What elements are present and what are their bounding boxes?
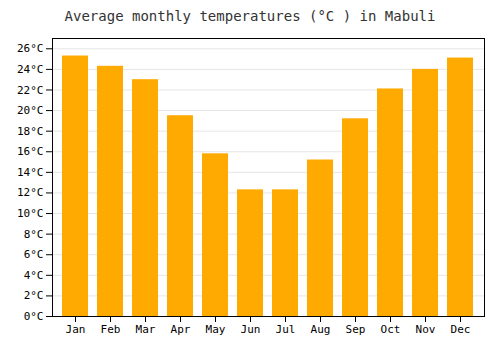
svg-text:18°C: 18°C — [17, 125, 44, 138]
svg-text:Apr: Apr — [171, 323, 191, 336]
svg-text:26°C: 26°C — [17, 42, 44, 55]
svg-text:24°C: 24°C — [17, 63, 44, 76]
svg-text:12°C: 12°C — [17, 186, 44, 199]
html-text:Average monthly temperatures (: Average monthly temperatures (°C ) in Ma… — [64, 8, 436, 24]
svg-text:Jul: Jul — [276, 323, 296, 336]
svg-text:Dec: Dec — [451, 323, 471, 336]
svg-text:Mar: Mar — [136, 323, 156, 336]
svg-text:2°C: 2°C — [24, 289, 44, 302]
svg-text:22°C: 22°C — [17, 84, 44, 97]
svg-text:May: May — [206, 323, 226, 336]
svg-text:Jan: Jan — [66, 323, 86, 336]
svg-text:16°C: 16°C — [17, 145, 44, 158]
svg-text:0°C: 0°C — [24, 310, 44, 323]
svg-text:6°C: 6°C — [24, 248, 44, 261]
svg-text:Jun: Jun — [241, 323, 261, 336]
svg-text:20°C: 20°C — [17, 104, 44, 117]
svg-text:Feb: Feb — [101, 323, 121, 336]
svg-text:10°C: 10°C — [17, 207, 44, 220]
svg-text:8°C: 8°C — [24, 228, 44, 241]
svg-text:Aug: Aug — [311, 323, 331, 336]
svg-text:Oct: Oct — [381, 323, 401, 336]
svg-text:Nov: Nov — [416, 323, 436, 336]
svg-text:4°C: 4°C — [24, 269, 44, 282]
svg-text:Sep: Sep — [346, 323, 366, 336]
svg-text:14°C: 14°C — [17, 166, 44, 179]
